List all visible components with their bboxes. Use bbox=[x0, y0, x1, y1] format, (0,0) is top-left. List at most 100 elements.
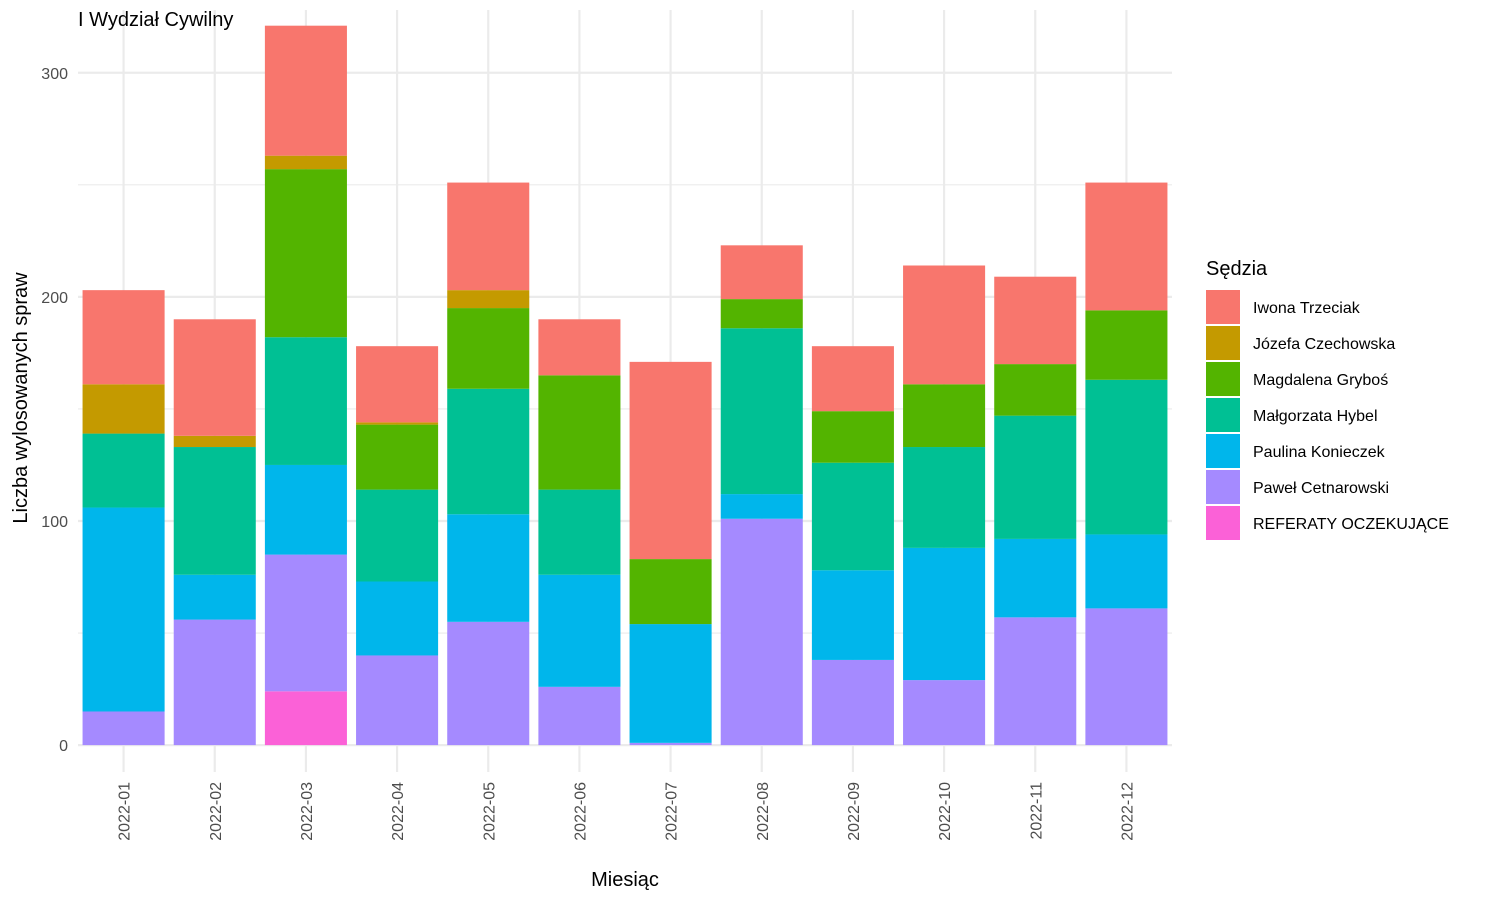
bar-segment bbox=[447, 621, 530, 746]
legend-label: Józefa Czechowska bbox=[1253, 336, 1395, 353]
y-axis-title: Liczba wylosowanych spraw bbox=[10, 272, 32, 524]
bar-segment bbox=[903, 547, 986, 681]
legend-key bbox=[1206, 398, 1240, 432]
bar-segment bbox=[264, 337, 347, 465]
bar-segment bbox=[356, 424, 439, 490]
legend-key bbox=[1206, 434, 1240, 468]
bar-segment bbox=[629, 624, 712, 743]
legend-key bbox=[1206, 362, 1240, 396]
bar-segment bbox=[903, 265, 986, 385]
legend-key bbox=[1206, 470, 1240, 504]
bar-segment bbox=[720, 245, 803, 300]
x-tick-label: 2022-12 bbox=[1119, 782, 1136, 841]
bar-segment bbox=[1085, 379, 1168, 535]
bar-segment bbox=[1085, 534, 1168, 609]
bar-segment bbox=[994, 415, 1077, 539]
bar-segment bbox=[1085, 182, 1168, 311]
bar-segment bbox=[264, 25, 347, 156]
bar-segment bbox=[447, 388, 530, 515]
bar-segment bbox=[356, 422, 439, 425]
bar-segment bbox=[629, 361, 712, 560]
legend-label: Małgorzata Hybel bbox=[1253, 408, 1378, 425]
bar-segment bbox=[82, 507, 165, 712]
bar-segment bbox=[538, 319, 621, 376]
bar-segment bbox=[811, 346, 894, 412]
bar-segment bbox=[264, 169, 347, 338]
bar-segment bbox=[356, 489, 439, 582]
bar-segment bbox=[629, 559, 712, 625]
x-tick-label: 2022-01 bbox=[117, 782, 134, 841]
x-tick-label: 2022-06 bbox=[572, 782, 589, 841]
x-tick-label: 2022-02 bbox=[208, 782, 225, 841]
legend-title: Sędzia bbox=[1206, 258, 1268, 280]
legend-key bbox=[1206, 290, 1240, 324]
y-tick-label: 100 bbox=[41, 514, 68, 531]
legend-label: Paulina Konieczek bbox=[1253, 444, 1386, 461]
bar-segment bbox=[447, 182, 530, 291]
bar-segment bbox=[538, 574, 621, 687]
bar-segment bbox=[82, 384, 165, 434]
x-tick-label: 2022-09 bbox=[846, 782, 863, 841]
bar-segment bbox=[356, 655, 439, 746]
bar-segment bbox=[264, 464, 347, 555]
bar-segment bbox=[720, 328, 803, 495]
legend-key bbox=[1206, 506, 1240, 540]
chart-title: I Wydział Cywilny bbox=[78, 9, 233, 31]
bar-segment bbox=[903, 447, 986, 548]
bar-segment bbox=[447, 308, 530, 389]
bar-segment bbox=[173, 319, 256, 436]
x-tick-labels: 2022-01 2022-02 2022-03 2022-04 2022-05 2022-… bbox=[117, 782, 1137, 841]
bar-segment bbox=[903, 384, 986, 448]
bar-segment bbox=[629, 742, 712, 746]
x-tick-label: 2022-11 bbox=[1028, 782, 1045, 840]
legend-key bbox=[1206, 326, 1240, 360]
bar-segment bbox=[720, 518, 803, 746]
bar-segment bbox=[811, 570, 894, 660]
x-tick-label: 2022-10 bbox=[937, 782, 954, 841]
bar-segment bbox=[538, 375, 621, 490]
x-tick-label: 2022-07 bbox=[664, 782, 681, 841]
bar-segment bbox=[264, 691, 347, 746]
bar-segment bbox=[356, 581, 439, 656]
legend-label: Paweł Cetnarowski bbox=[1253, 480, 1389, 497]
x-tick-label: 2022-08 bbox=[755, 782, 772, 841]
bar-segment bbox=[994, 617, 1077, 746]
bar-segment bbox=[811, 411, 894, 463]
bar-segment bbox=[447, 290, 530, 309]
bar-segment bbox=[82, 711, 165, 746]
legend-label: Iwona Trzeciak bbox=[1253, 300, 1361, 317]
bars bbox=[82, 25, 1168, 746]
bar-segment bbox=[720, 494, 803, 519]
bar-segment bbox=[1085, 608, 1168, 746]
y-tick-labels: 0 100 200 300 bbox=[41, 66, 68, 755]
legend-label: REFERATY OCZEKUJĄCE bbox=[1253, 516, 1449, 533]
y-tick-label: 300 bbox=[41, 66, 68, 83]
bar-segment bbox=[994, 538, 1077, 618]
bar-segment bbox=[994, 276, 1077, 365]
bar-segment bbox=[356, 346, 439, 423]
bar-segment bbox=[82, 433, 165, 508]
bar-segment bbox=[173, 619, 256, 746]
x-tick-label: 2022-04 bbox=[390, 782, 407, 841]
x-axis-title: Miesiąc bbox=[591, 869, 659, 891]
bar-segment bbox=[173, 574, 256, 620]
bar-segment bbox=[903, 680, 986, 746]
legend-label: Magdalena Gryboś bbox=[1253, 372, 1388, 389]
x-tick-label: 2022-03 bbox=[299, 782, 316, 841]
y-tick-label: 200 bbox=[41, 290, 68, 307]
bar-segment bbox=[264, 155, 347, 170]
bar-segment bbox=[994, 364, 1077, 416]
bar-segment bbox=[1085, 310, 1168, 380]
bar-segment bbox=[538, 489, 621, 575]
bar-segment bbox=[447, 514, 530, 622]
bar-segment bbox=[82, 290, 165, 385]
bar-segment bbox=[264, 554, 347, 692]
bar-segment bbox=[811, 462, 894, 571]
bar-segment bbox=[173, 435, 256, 448]
bar-segment bbox=[538, 686, 621, 746]
y-tick-label: 0 bbox=[59, 738, 68, 755]
bar-segment bbox=[720, 299, 803, 329]
legend: Iwona Trzeciak Józefa Czechowska Magdalena… bbox=[1206, 290, 1449, 540]
